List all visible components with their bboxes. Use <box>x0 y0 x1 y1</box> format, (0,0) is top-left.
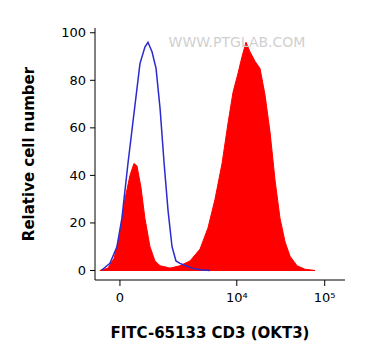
watermark: WWW.PTGLAB.COM <box>169 34 306 50</box>
y-tick <box>90 32 95 33</box>
y-axis-label: Relative cell number <box>20 66 38 241</box>
x-tick <box>324 280 325 286</box>
x-tick <box>119 280 120 286</box>
y-tick-label: 0 <box>78 263 86 278</box>
y-tick-label: 40 <box>69 168 86 183</box>
x-axis-label: FITC-65133 CD3 (OKT3) <box>111 324 310 342</box>
y-tick <box>90 175 95 176</box>
x-tick-label: 0 <box>116 290 124 305</box>
x-tick-label: 10⁵ <box>314 290 336 305</box>
y-tick-label: 60 <box>69 120 86 135</box>
y-tick-label: 20 <box>69 215 86 230</box>
y-axis-line <box>95 28 96 280</box>
chart: 0 20 40 60 80 100 0 10⁴ 10⁵ FITC-65133 CD3 (OKT3)… <box>0 0 365 360</box>
area-series <box>100 42 315 270</box>
x-axis-line <box>95 280 345 281</box>
y-tick <box>90 270 95 271</box>
line-series <box>101 42 210 270</box>
y-tick <box>90 80 95 81</box>
y-tick-label: 100 <box>61 25 86 40</box>
y-tick-label: 80 <box>69 73 86 88</box>
series-group <box>100 42 315 270</box>
y-tick <box>90 222 95 223</box>
y-tick <box>90 127 95 128</box>
x-tick <box>236 280 237 286</box>
x-tick-label: 10⁴ <box>226 290 248 305</box>
